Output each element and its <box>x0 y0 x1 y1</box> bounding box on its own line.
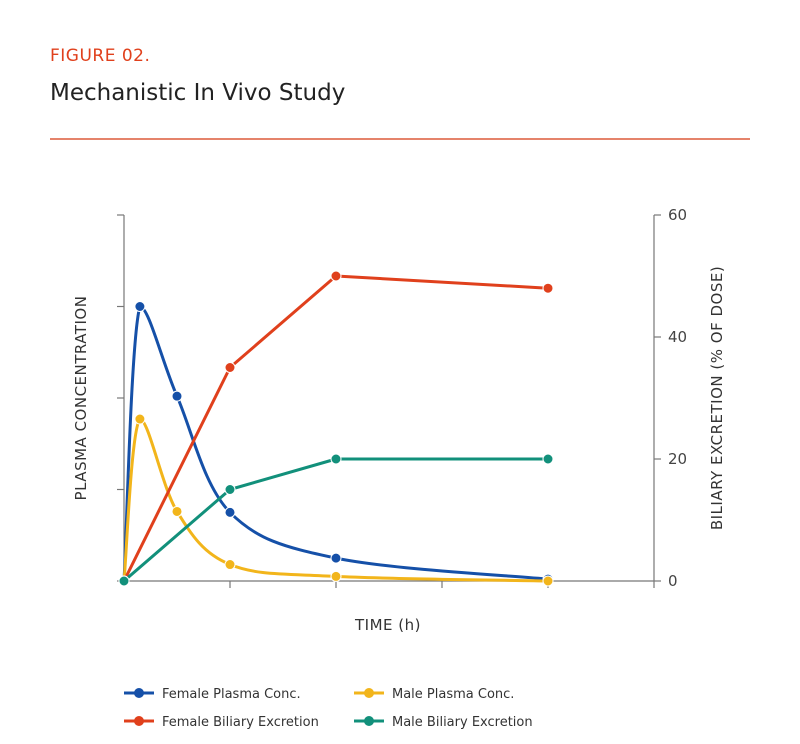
legend-label: Male Plasma Conc. <box>392 687 514 702</box>
chart-legend: Female Plasma Conc. Male Plasma Conc. Fema… <box>124 687 533 730</box>
legend-item: Male Biliary Excretion <box>354 715 533 730</box>
data-point <box>171 390 183 402</box>
data-point <box>542 282 554 294</box>
legend-label: Female Biliary Excretion <box>162 715 319 730</box>
data-point <box>118 575 130 587</box>
legend-swatch-dot <box>134 716 144 726</box>
series-1 <box>118 301 554 587</box>
data-point <box>134 301 146 312</box>
data-point <box>330 552 342 564</box>
y-left-axis-title: PLASMA CONCENTRATION <box>72 296 90 501</box>
y-right-tick-label: 20 <box>668 450 687 468</box>
figure-label: FIGURE 02. <box>50 46 151 66</box>
series-line <box>122 274 550 583</box>
y-right-tick-label: 40 <box>668 328 687 346</box>
x-axis-title: TIME (h) <box>354 616 421 634</box>
legend-label: Male Biliary Excretion <box>392 715 533 730</box>
data-point <box>542 453 554 465</box>
data-point <box>330 570 342 582</box>
legend-item: Male Plasma Conc. <box>354 687 514 702</box>
data-point <box>542 575 554 587</box>
data-point <box>224 484 236 495</box>
legend-item: Female Biliary Excretion <box>124 715 319 730</box>
figure-title: Mechanistic In Vivo Study <box>50 80 346 106</box>
y-right-axis-title: BILIARY EXCRETION (% OF DOSE) <box>708 266 726 530</box>
y-right-tick-label: 0 <box>668 572 678 590</box>
data-point <box>224 559 236 571</box>
data-point <box>330 453 342 465</box>
title-divider <box>50 138 750 140</box>
data-point <box>134 413 146 425</box>
legend-swatch-dot <box>134 688 144 698</box>
legend-item: Female Plasma Conc. <box>124 687 301 702</box>
chart-series <box>118 270 554 587</box>
legend-swatch-dot <box>364 688 374 698</box>
series-line <box>122 457 550 583</box>
series-4 <box>118 453 554 587</box>
series-line <box>122 305 550 583</box>
data-point <box>224 362 236 373</box>
series-3 <box>118 270 554 587</box>
legend-label: Female Plasma Conc. <box>162 687 301 702</box>
y-right-tick-label: 60 <box>668 206 687 224</box>
legend-swatch-dot <box>364 716 374 726</box>
data-point <box>330 270 342 282</box>
data-point <box>171 505 183 517</box>
chart-axes: 0 20 40 60 <box>117 206 687 590</box>
data-point <box>224 506 236 518</box>
series-line <box>122 417 550 583</box>
